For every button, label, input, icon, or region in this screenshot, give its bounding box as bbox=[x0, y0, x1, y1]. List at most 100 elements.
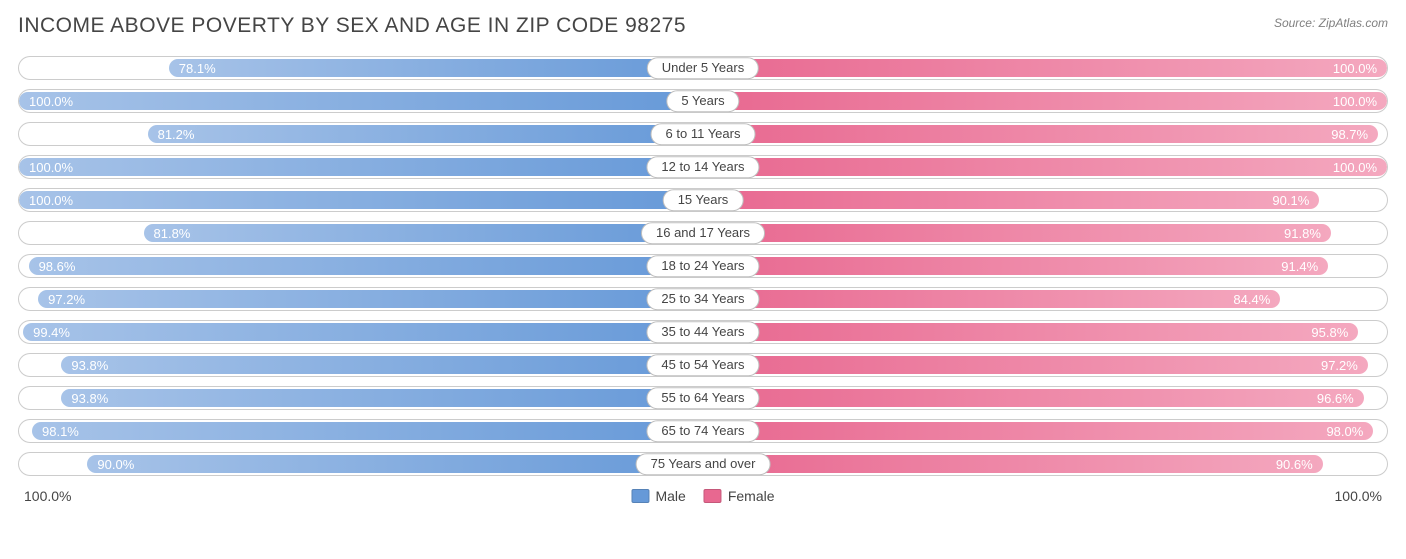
category-label-wrap: 6 to 11 Years bbox=[651, 123, 756, 145]
chart-row: 93.8% 96.6%55 to 64 Years bbox=[18, 386, 1388, 410]
male-track: 81.8% bbox=[18, 221, 703, 245]
category-label: 15 Years bbox=[663, 189, 744, 211]
male-track: 90.0% bbox=[18, 452, 703, 476]
category-label-wrap: 45 to 54 Years bbox=[646, 354, 759, 376]
male-track: 98.1% bbox=[18, 419, 703, 443]
category-label-wrap: 5 Years bbox=[666, 90, 739, 112]
male-track: 98.6% bbox=[18, 254, 703, 278]
female-bar: 84.4% bbox=[703, 290, 1280, 308]
female-bar: 90.6% bbox=[703, 455, 1323, 473]
female-value: 90.1% bbox=[1272, 193, 1309, 208]
category-label: 75 Years and over bbox=[636, 453, 771, 475]
chart-title: INCOME ABOVE POVERTY BY SEX AND AGE IN Z… bbox=[18, 14, 686, 38]
male-bar: 93.8% bbox=[61, 356, 703, 374]
male-bar: 99.4% bbox=[23, 323, 703, 341]
female-value: 100.0% bbox=[1333, 61, 1377, 76]
female-track: 97.2% bbox=[703, 353, 1388, 377]
female-value: 84.4% bbox=[1233, 292, 1270, 307]
male-bar: 100.0% bbox=[19, 158, 703, 176]
female-bar: 91.8% bbox=[703, 224, 1331, 242]
category-label-wrap: 55 to 64 Years bbox=[646, 387, 759, 409]
category-label: 35 to 44 Years bbox=[646, 321, 759, 343]
category-label-wrap: 35 to 44 Years bbox=[646, 321, 759, 343]
male-bar: 78.1% bbox=[169, 59, 703, 77]
female-track: 100.0% bbox=[703, 89, 1388, 113]
female-value: 91.4% bbox=[1281, 259, 1318, 274]
male-value: 93.8% bbox=[71, 391, 108, 406]
category-label: 16 and 17 Years bbox=[641, 222, 765, 244]
female-bar: 91.4% bbox=[703, 257, 1328, 275]
chart-row: 99.4% 95.8% 35 to 44 Years bbox=[18, 320, 1388, 344]
female-value: 100.0% bbox=[1333, 94, 1377, 109]
chart-row: 100.0%100.0%12 to 14 Years bbox=[18, 155, 1388, 179]
legend-swatch-male bbox=[631, 489, 649, 503]
male-value: 100.0% bbox=[29, 193, 73, 208]
chart-row: 78.1%100.0%Under 5 Years bbox=[18, 56, 1388, 80]
female-bar: 95.8% bbox=[703, 323, 1358, 341]
category-label: 18 to 24 Years bbox=[646, 255, 759, 277]
female-bar: 90.1% bbox=[703, 191, 1319, 209]
legend-item-female: Female bbox=[704, 488, 775, 504]
legend-label-male: Male bbox=[655, 488, 685, 504]
category-label: 45 to 54 Years bbox=[646, 354, 759, 376]
male-track: 93.8% bbox=[18, 386, 703, 410]
male-bar: 97.2% bbox=[38, 290, 703, 308]
category-label: 65 to 74 Years bbox=[646, 420, 759, 442]
female-bar: 100.0% bbox=[703, 158, 1387, 176]
female-bar: 96.6% bbox=[703, 389, 1364, 407]
category-label-wrap: 15 Years bbox=[663, 189, 744, 211]
female-track: 96.6% bbox=[703, 386, 1388, 410]
male-bar: 90.0% bbox=[87, 455, 703, 473]
male-bar: 100.0% bbox=[19, 92, 703, 110]
legend: Male Female bbox=[631, 488, 774, 504]
category-label-wrap: 75 Years and over bbox=[636, 453, 771, 475]
chart-row: 81.2% 98.7% 6 to 11 Years bbox=[18, 122, 1388, 146]
axis-label-right: 100.0% bbox=[1335, 488, 1382, 504]
diverging-bar-chart: 78.1%100.0%Under 5 Years100.0%100.0%5 Ye… bbox=[18, 56, 1388, 476]
male-track: 97.2% bbox=[18, 287, 703, 311]
legend-swatch-female bbox=[704, 489, 722, 503]
male-track: 100.0% bbox=[18, 188, 703, 212]
legend-label-female: Female bbox=[728, 488, 775, 504]
male-value: 90.0% bbox=[97, 457, 134, 472]
female-bar: 98.7% bbox=[703, 125, 1378, 143]
female-value: 97.2% bbox=[1321, 358, 1358, 373]
male-value: 100.0% bbox=[29, 94, 73, 109]
category-label: 25 to 34 Years bbox=[646, 288, 759, 310]
chart-row: 100.0% 90.1% 15 Years bbox=[18, 188, 1388, 212]
female-track: 98.0% bbox=[703, 419, 1388, 443]
female-bar: 100.0% bbox=[703, 59, 1387, 77]
male-bar: 100.0% bbox=[19, 191, 703, 209]
female-track: 90.6% bbox=[703, 452, 1388, 476]
category-label-wrap: 25 to 34 Years bbox=[646, 288, 759, 310]
female-track: 95.8% bbox=[703, 320, 1388, 344]
male-value: 81.2% bbox=[158, 127, 195, 142]
male-track: 93.8% bbox=[18, 353, 703, 377]
male-track: 100.0% bbox=[18, 155, 703, 179]
chart-row: 100.0% 100.0% 5 Years bbox=[18, 89, 1388, 113]
female-bar: 98.0% bbox=[703, 422, 1373, 440]
female-value: 98.7% bbox=[1331, 127, 1368, 142]
chart-row: 98.1%98.0%65 to 74 Years bbox=[18, 419, 1388, 443]
female-value: 95.8% bbox=[1311, 325, 1348, 340]
male-bar: 98.1% bbox=[32, 422, 703, 440]
female-track: 90.1% bbox=[703, 188, 1388, 212]
female-track: 98.7% bbox=[703, 122, 1388, 146]
female-track: 100.0% bbox=[703, 155, 1388, 179]
male-bar: 81.2% bbox=[148, 125, 703, 143]
male-value: 93.8% bbox=[71, 358, 108, 373]
female-track: 84.4% bbox=[703, 287, 1388, 311]
male-value: 99.4% bbox=[33, 325, 70, 340]
chart-footer: 100.0% Male Female 100.0% bbox=[18, 488, 1388, 510]
male-bar: 93.8% bbox=[61, 389, 703, 407]
male-value: 78.1% bbox=[179, 61, 216, 76]
male-track: 78.1% bbox=[18, 56, 703, 80]
female-value: 91.8% bbox=[1284, 226, 1321, 241]
male-bar: 81.8% bbox=[144, 224, 704, 242]
male-track: 100.0% bbox=[18, 89, 703, 113]
male-track: 99.4% bbox=[18, 320, 703, 344]
category-label: 55 to 64 Years bbox=[646, 387, 759, 409]
legend-item-male: Male bbox=[631, 488, 685, 504]
female-value: 90.6% bbox=[1276, 457, 1313, 472]
chart-header: INCOME ABOVE POVERTY BY SEX AND AGE IN Z… bbox=[18, 14, 1388, 38]
